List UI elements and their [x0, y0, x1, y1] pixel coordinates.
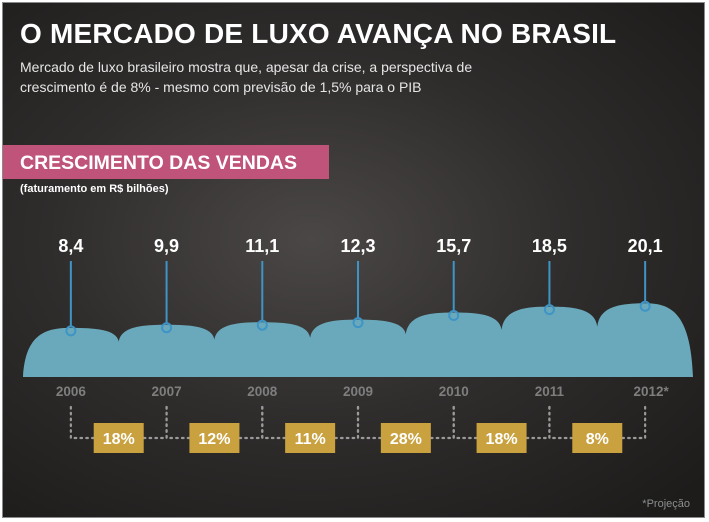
growth-connector: [548, 405, 647, 440]
growth-label: 11%: [295, 431, 326, 448]
data-point: [161, 322, 173, 334]
growth-label: 18%: [103, 431, 135, 448]
year-label: 2008: [247, 384, 278, 399]
growth-label: 12%: [198, 431, 230, 448]
value-label: 8,4: [58, 236, 83, 256]
value-label: 18,5: [532, 236, 567, 256]
growth-label: 18%: [486, 431, 518, 448]
value-label: 9,9: [154, 236, 179, 256]
data-point: [352, 317, 364, 329]
year-label: 2006: [56, 384, 87, 399]
data-point: [639, 300, 651, 312]
year-label: 2011: [535, 384, 565, 399]
year-label: 2010: [439, 384, 469, 399]
year-label: 2009: [343, 384, 373, 399]
year-label: 2007: [152, 384, 182, 399]
growth-badge: [380, 423, 431, 453]
growth-label: 28%: [390, 431, 422, 448]
page-title: O MERCADO DE LUXO AVANÇA NO BRASIL: [20, 18, 617, 49]
section-title-band: [3, 145, 329, 179]
growth-badge: [285, 423, 336, 453]
growth-label: 8%: [586, 431, 609, 448]
growth-badge: [189, 423, 240, 453]
data-point: [65, 325, 77, 337]
value-label: 20,1: [628, 236, 663, 256]
section-title: CRESCIMENTO DAS VENDAS: [20, 152, 298, 174]
sales-area: [23, 303, 693, 377]
growth-badge: [93, 423, 144, 453]
page-subtitle: Mercado de luxo brasileiro mostra que, a…: [20, 59, 473, 95]
value-label: 11,1: [245, 236, 279, 256]
growth-badge: [572, 423, 623, 453]
year-label: 2012*: [633, 384, 669, 399]
growth-badge: [476, 423, 527, 453]
footnote: *Projeção: [642, 498, 690, 510]
data-point: [448, 310, 460, 322]
sales-growth-chart: 8,4 2006 9,9 2007 11,1 2008 12,3 2009 15,7 2010 18…: [23, 236, 693, 453]
value-label: 12,3: [340, 236, 375, 256]
unit-note: (faturamento em R$ bilhões): [20, 183, 169, 195]
value-label: 15,7: [436, 236, 471, 256]
data-point: [256, 319, 268, 331]
data-point: [543, 304, 555, 316]
